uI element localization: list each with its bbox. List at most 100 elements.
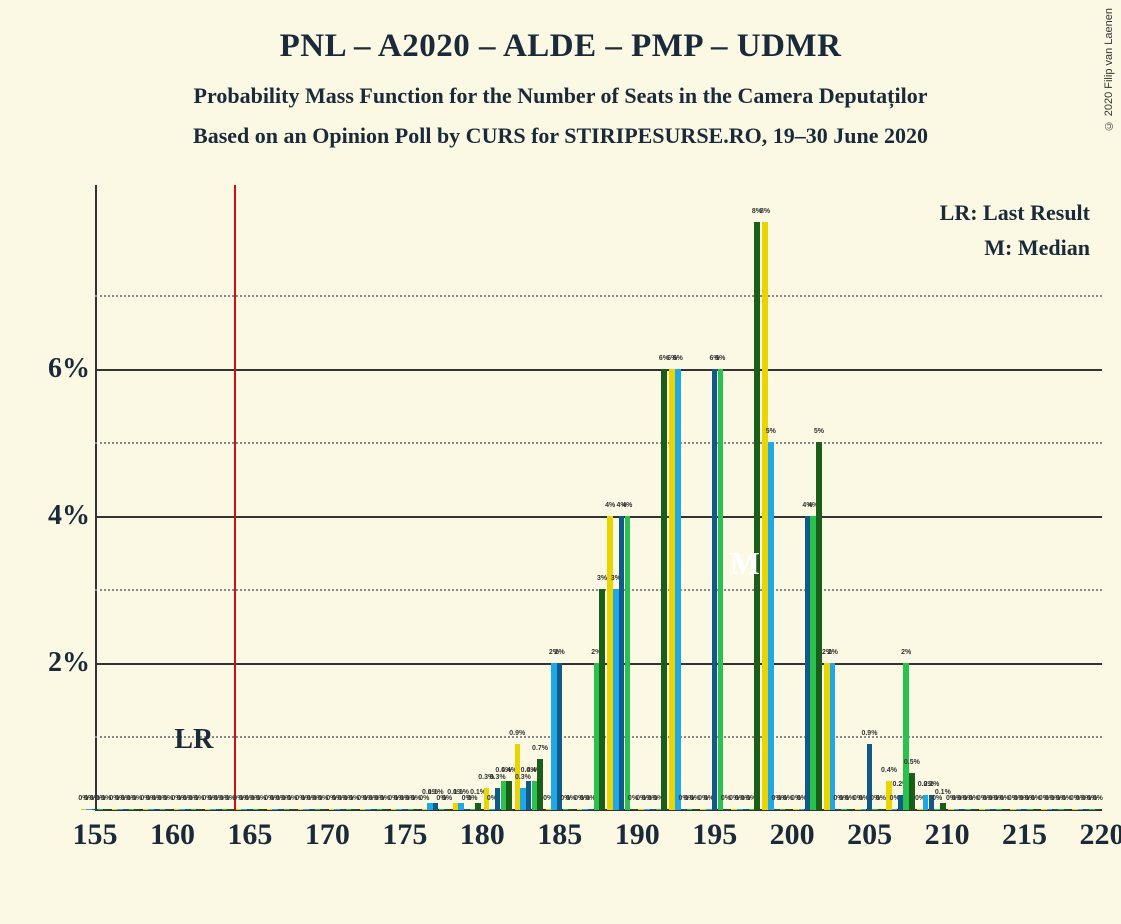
bar [577, 809, 582, 810]
bar-value-label: 0% [419, 795, 429, 802]
x-tick-label: 210 [925, 818, 970, 852]
bar [470, 809, 475, 810]
bar [117, 809, 122, 810]
bar [191, 809, 196, 810]
bar [1095, 809, 1100, 810]
bar [1041, 809, 1046, 810]
bar-value-label: 5% [766, 428, 776, 435]
bar [174, 809, 179, 810]
bar [872, 809, 877, 810]
bar [98, 809, 103, 810]
bar-value-label: 2% [828, 649, 838, 656]
bar [909, 773, 914, 810]
bar [340, 809, 345, 810]
bar-value-label: 2% [555, 649, 565, 656]
bar [501, 781, 506, 810]
bar [1053, 809, 1058, 810]
copyright-text: © 2020 Filip van Laenen [1103, 8, 1115, 131]
bar [532, 781, 537, 810]
bar-value-label: 0% [467, 795, 477, 802]
bar [563, 809, 568, 810]
bar [551, 663, 556, 810]
bar [123, 809, 128, 810]
bar-value-label: 0.5% [904, 759, 920, 766]
x-tick-label: 185 [537, 818, 582, 852]
bar [453, 803, 458, 810]
bar [86, 809, 91, 810]
bar [241, 809, 246, 810]
bar-value-label: 0% [442, 795, 452, 802]
bar [396, 809, 401, 810]
bar [960, 809, 965, 810]
bar [360, 809, 365, 810]
bar [599, 589, 604, 810]
x-tick-label: 175 [382, 818, 427, 852]
bar [166, 809, 171, 810]
bar [774, 809, 779, 810]
bar [253, 809, 258, 810]
y-tick-label: 2% [48, 647, 90, 679]
bar [557, 663, 562, 810]
bar [810, 516, 815, 810]
bar [996, 809, 1001, 810]
bar [346, 809, 351, 810]
bar [749, 809, 754, 810]
bar [785, 809, 790, 810]
bar [661, 369, 666, 810]
bar [351, 809, 356, 810]
bar [1022, 809, 1027, 810]
bar-value-label: 4% [622, 502, 632, 509]
bar [444, 809, 449, 810]
bar-value-label: 0% [932, 795, 942, 802]
bar [197, 809, 202, 810]
bar [917, 809, 922, 810]
bar [520, 788, 525, 810]
bar [365, 809, 370, 810]
bar [934, 809, 939, 810]
bar [954, 809, 959, 810]
bar [878, 809, 883, 810]
bar [1064, 809, 1069, 810]
bar [1047, 809, 1052, 810]
bar-value-label: 0% [876, 795, 886, 802]
bar [320, 809, 325, 810]
bar [1058, 809, 1063, 810]
median-annotation: M [730, 545, 760, 582]
bar [855, 809, 860, 810]
bar [669, 369, 674, 810]
bar [81, 809, 86, 810]
bar [247, 809, 252, 810]
bar [712, 369, 717, 810]
chart-subtitle-2: Based on an Opinion Poll by CURS for STI… [0, 109, 1121, 149]
bar [692, 809, 697, 810]
chart-title: PNL – A2020 – ALDE – PMP – UDMR [0, 0, 1121, 65]
gridline-major [95, 369, 1102, 371]
bar [179, 809, 184, 810]
legend-m: M: Median [940, 230, 1090, 265]
bar [289, 809, 294, 810]
bar [92, 809, 97, 810]
bar [619, 516, 624, 810]
chart-legend: LR: Last Result M: Median [940, 195, 1090, 265]
bar [681, 809, 686, 810]
bar [607, 516, 612, 810]
bar [625, 516, 630, 810]
bar [723, 809, 728, 810]
bar [816, 442, 821, 810]
bar [439, 809, 444, 810]
bar [427, 803, 432, 810]
bar [495, 788, 500, 810]
bar [940, 803, 945, 810]
bar [391, 809, 396, 810]
bar [923, 795, 928, 810]
bar [309, 809, 314, 810]
x-tick-label: 190 [615, 818, 660, 852]
bar [630, 809, 635, 810]
bar [675, 369, 680, 810]
bar [315, 809, 320, 810]
bar [267, 809, 272, 810]
x-tick-label: 215 [1002, 818, 1047, 852]
bar-value-label: 6% [673, 355, 683, 362]
bar [433, 803, 438, 810]
bar [216, 809, 221, 810]
